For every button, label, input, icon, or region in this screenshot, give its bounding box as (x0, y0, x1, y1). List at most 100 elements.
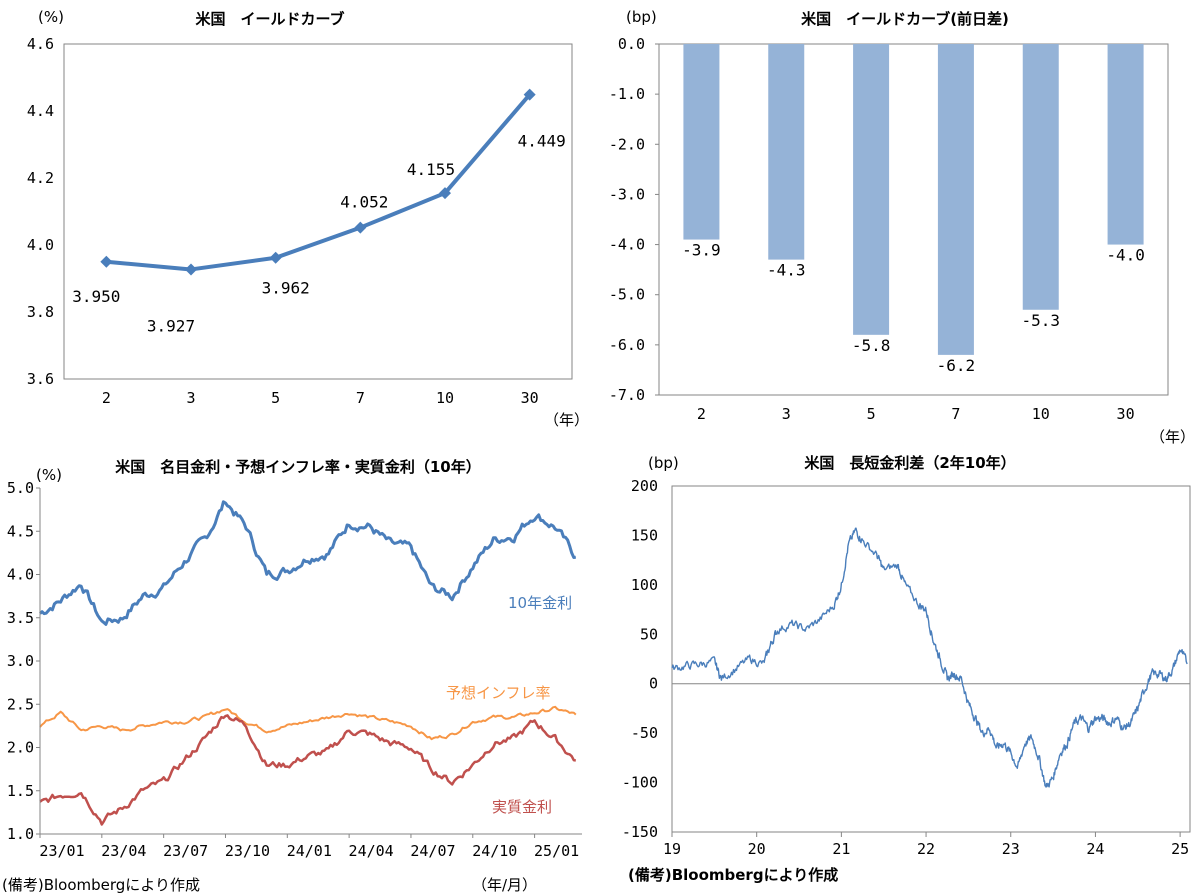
data-label: -5.8 (852, 336, 891, 355)
legend-inflation: 予想インフレ率 (446, 684, 551, 702)
x-tick-label: 10 (436, 389, 454, 407)
y-tick-label: -4.0 (609, 236, 645, 254)
plot-frame (63, 43, 573, 380)
bar (1022, 44, 1059, 310)
x-tick-label: 24/04 (349, 842, 394, 860)
y-tick-label: 4.5 (7, 522, 34, 540)
data-label: 4.449 (518, 132, 566, 151)
chart-yield-curve: 米国 イールドカーブ (%) （年） 3.6 3.8 4.0 4.2 4.4 4.6 2 3 5… (27, 8, 589, 429)
data-label: 4.052 (340, 193, 388, 212)
x-unit-label: （年/月） (472, 876, 537, 894)
y-tick-label: 4.6 (27, 35, 54, 53)
y-tick-label: -2.0 (609, 135, 645, 153)
footnote-left: (備考)Bloombergにより作成 (2, 876, 200, 894)
x-tick-label: 24/07 (410, 842, 455, 860)
footnote-right: (備考)Bloombergにより作成 (628, 866, 838, 884)
x-tick-label: 5 (271, 389, 280, 407)
y-tick-label: -100 (622, 774, 658, 792)
y-tick-label: 150 (631, 526, 658, 544)
data-label: 3.927 (147, 316, 195, 335)
data-label: -4.0 (1106, 246, 1145, 265)
x-tick-label: 23/01 (39, 842, 84, 860)
x-tick-label: 3 (186, 389, 195, 407)
bar (768, 44, 805, 260)
y-tick-label: 4.4 (27, 102, 54, 120)
legend-real: 実質金利 (492, 798, 552, 816)
x-tick-label: 22 (917, 840, 935, 858)
y-tick-label: 1.5 (7, 782, 34, 800)
series-line (39, 705, 577, 741)
x-tick-label: 24/01 (287, 842, 332, 860)
series-line (671, 527, 1188, 788)
x-tick-label: 25/01 (534, 842, 579, 860)
plot-frame (658, 43, 1169, 396)
y-tick-label: 4.2 (27, 169, 54, 187)
y-tick-label: 200 (631, 477, 658, 495)
y-tick-label: 3.6 (27, 370, 54, 388)
y-tick-label: -6.0 (609, 336, 645, 354)
y-tick-label: 2.0 (7, 739, 34, 757)
y-tick-label: 1.0 (7, 825, 34, 843)
data-point (439, 187, 451, 200)
y-tick-label: -50 (631, 724, 658, 742)
series-line (106, 93, 532, 272)
data-point (100, 255, 113, 268)
legend-nominal: 10年金利 (508, 594, 572, 612)
plot-frame (671, 485, 1191, 833)
data-point (354, 221, 367, 234)
x-tick-label: 23/04 (101, 842, 146, 860)
data-label: 4.155 (407, 160, 455, 179)
y-tick-label: 0 (649, 675, 658, 693)
y-tick-label: 4.0 (7, 566, 34, 584)
x-tick-label: 30 (521, 389, 539, 407)
x-unit-label: （年） (544, 411, 589, 429)
bar (853, 44, 890, 335)
y-tick-label: 100 (631, 576, 658, 594)
y-tick-label: -5.0 (609, 286, 645, 304)
y-tick-label: -3.0 (609, 185, 645, 203)
data-point (185, 263, 197, 276)
series-line (39, 714, 576, 826)
x-tick-label: 19 (663, 840, 681, 858)
y-unit-label: (%) (36, 466, 62, 484)
y-tick-label: -7.0 (609, 386, 645, 404)
y-tick-label: 50 (640, 625, 658, 643)
bar (937, 44, 974, 355)
x-tick-label: 30 (1117, 405, 1135, 423)
bar (1107, 44, 1144, 245)
chart-yield-change: 米国 イールドカーブ(前日差) (bp) （年） 0.0 -1.0 -2.0 -3.0… (609, 8, 1195, 446)
x-unit-label: （年） (1150, 428, 1195, 446)
data-label: -3.9 (682, 241, 721, 260)
y-tick-label: 5.0 (7, 479, 34, 497)
x-tick-label: 24 (1086, 840, 1104, 858)
x-tick-label: 20 (748, 840, 766, 858)
x-tick-label: 10 (1032, 405, 1050, 423)
series-line (39, 500, 577, 626)
chart-real-rates: 米国 名目金利・予想インフレ率・実質金利（10年） (%) （年/月） 1.0 1… (7, 458, 582, 894)
data-label: -6.2 (937, 356, 976, 375)
data-point (523, 88, 536, 101)
y-tick-label: 0.0 (618, 35, 645, 53)
chart-title: 米国 イールドカーブ (195, 10, 344, 28)
x-tick-label: 23 (1002, 840, 1020, 858)
chart-title: 米国 長短金利差（2年10年） (804, 454, 1015, 472)
data-label: 3.962 (262, 279, 310, 298)
y-tick-label: -1.0 (609, 85, 645, 103)
x-tick-label: 3 (782, 405, 791, 423)
y-unit-label: (%) (38, 8, 64, 26)
y-unit-label: (bp) (648, 454, 679, 472)
x-tick-label: 25 (1171, 840, 1189, 858)
y-tick-label: 3.0 (7, 652, 34, 670)
chart-spread: 米国 長短金利差（2年10年） (bp) -150 -100 -50 0 50 100 15… (622, 454, 1191, 858)
x-tick-label: 2 (102, 389, 111, 407)
y-tick-label: 3.5 (7, 609, 34, 627)
y-tick-label: 3.8 (27, 303, 54, 321)
y-tick-label: 4.0 (27, 236, 54, 254)
x-tick-label: 5 (867, 405, 876, 423)
x-tick-label: 23/07 (163, 842, 208, 860)
data-label: -5.3 (1021, 311, 1060, 330)
x-tick-label: 23/10 (225, 842, 270, 860)
bar (683, 44, 720, 240)
data-point (269, 251, 282, 264)
